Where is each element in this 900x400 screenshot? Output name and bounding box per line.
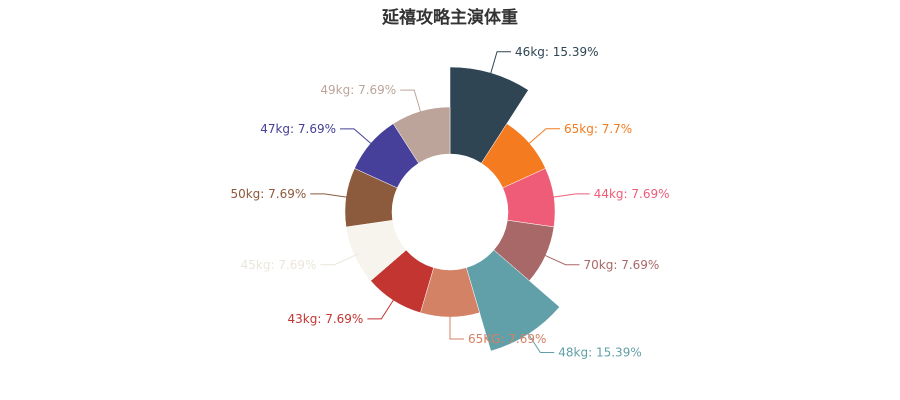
leader-line-46kg-0 <box>489 51 512 77</box>
data-label-44kg-2: 44kg: 7.69% <box>594 187 670 201</box>
leader-line-44kg-2 <box>549 193 590 199</box>
leader-line-65kg-1 <box>526 128 561 147</box>
leader-line-65kg-5 <box>449 313 464 340</box>
data-label-65kg-1: 65kg: 7.7% <box>564 122 632 136</box>
sectors-group <box>344 66 560 352</box>
data-label-43kg-6: 43kg: 7.69% <box>288 312 364 326</box>
data-label-70kg-3: 70kg: 7.69% <box>584 258 660 272</box>
labels-group: 46kg: 15.39% 65kg: 7.7% 44kg: 7.69% 70kg: 7… <box>230 45 669 360</box>
slice-48kg-4[interactable] <box>466 249 560 352</box>
data-label-48kg-4: 48kg: 15.39% <box>558 345 641 359</box>
data-label-50kg-8: 50kg: 7.69% <box>230 187 306 201</box>
chart-title: 延禧攻略主演体重 <box>382 8 518 28</box>
leader-line-49kg-10 <box>400 89 423 116</box>
leader-line-48kg-4 <box>525 330 555 353</box>
data-label-49kg-10: 49kg: 7.69% <box>320 83 396 97</box>
slice-46kg-0[interactable] <box>449 66 529 164</box>
data-label-47kg-9: 47kg: 7.69% <box>260 122 336 136</box>
leader-line-47kg-9 <box>340 128 374 147</box>
leader-line-43kg-6 <box>367 296 396 320</box>
data-label-65kg-5: 65KG: 7.69% <box>468 332 546 346</box>
data-label-46kg-0: 46kg: 15.39% <box>515 45 598 59</box>
leader-line-70kg-3 <box>541 253 580 266</box>
leader-line-50kg-8 <box>310 193 351 199</box>
slice-49kg-10[interactable] <box>392 106 451 164</box>
leader-line-45kg-7 <box>320 253 359 266</box>
data-label-45kg-7: 45kg: 7.69% <box>241 258 317 272</box>
